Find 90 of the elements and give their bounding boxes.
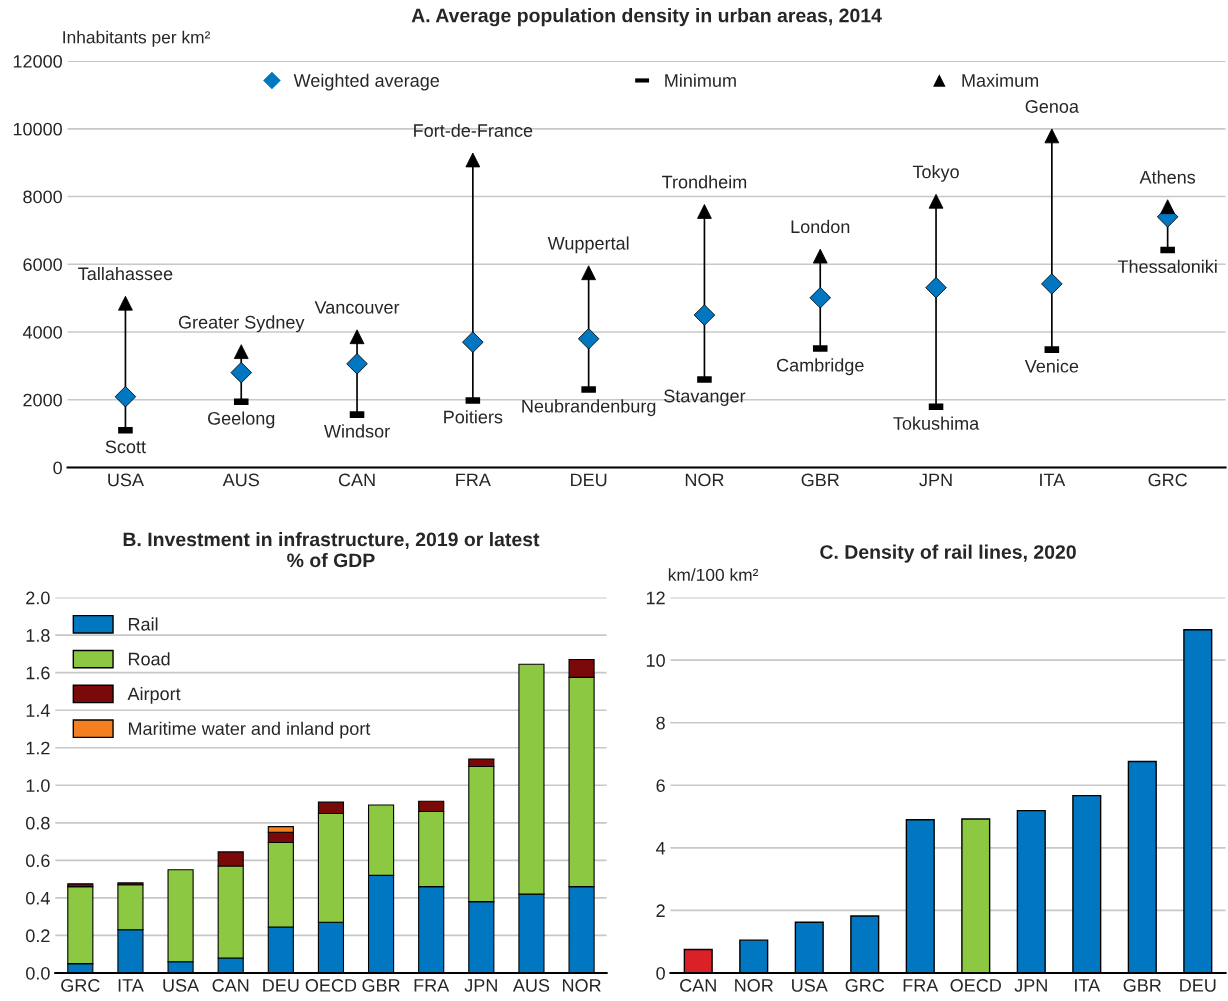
x-tick-label: NOR	[685, 473, 724, 487]
y-axis-title: km/100 km²	[668, 568, 759, 582]
y-tick-label: 1.8	[26, 629, 50, 642]
x-tick-label: ITA	[118, 979, 144, 992]
y-tick-label: 0.6	[26, 854, 50, 868]
x-tick-label: DEU	[1180, 979, 1216, 992]
annotation: Trondheim	[662, 175, 747, 189]
y-tick-label: 10	[646, 654, 665, 667]
x-tick-label: GRC	[1148, 473, 1188, 487]
annotation: Vancouver	[314, 301, 400, 314]
x-tick-label: GBR	[362, 979, 400, 992]
annotation: Scott	[105, 440, 146, 454]
chart-title: B. Investment in infrastructure, 2019 or latest	[123, 532, 540, 550]
legend-label: Maximum	[962, 73, 1039, 87]
y-tick-label: 1.4	[26, 704, 50, 717]
x-tick-label: GRC	[845, 979, 885, 992]
x-tick-label: OECD	[305, 979, 357, 992]
x-tick-label: DEU	[263, 979, 299, 992]
y-tick-label: 0.2	[26, 929, 50, 943]
annotation: Wuppertal	[547, 236, 629, 254]
x-tick-label: JPN	[464, 979, 497, 992]
y-axis-title: Inhabitants per km²	[63, 30, 211, 47]
annotation: Greater Sydney	[178, 315, 305, 333]
legend-label: Minimum	[665, 73, 736, 87]
x-tick-label: AUS	[512, 979, 550, 992]
annotation: Tokushima	[893, 416, 980, 430]
annotation: Genoa	[1025, 100, 1079, 113]
x-tick-label: GBR	[1123, 979, 1162, 992]
x-tick-label: AUS	[222, 473, 259, 487]
x-tick-label: GBR	[801, 473, 839, 487]
x-tick-label: CAN	[680, 979, 716, 992]
x-tick-label: USA	[163, 979, 200, 992]
y-tick-label: 8	[656, 716, 665, 730]
y-tick-label: 12000	[13, 55, 62, 68]
y-tick-label: 1.6	[26, 666, 50, 680]
annotation: Cambridge	[777, 358, 864, 376]
annotation: Poitiers	[444, 410, 503, 424]
chart-title: C. Density of rail lines, 2020	[820, 544, 1076, 563]
y-tick-label: 2.0	[26, 591, 50, 605]
x-tick-label: ITA	[1040, 473, 1066, 487]
x-tick-label: FRA	[414, 979, 450, 992]
annotation: London	[791, 219, 850, 234]
annotation: Athens	[1139, 170, 1196, 184]
annotation: Fort-de-France	[414, 123, 533, 137]
y-tick-label: 6000	[23, 258, 62, 271]
y-tick-label: 8000	[23, 190, 62, 204]
y-tick-label: 0.4	[26, 891, 50, 905]
annotation: Stavanger	[664, 389, 746, 406]
y-tick-label: 1.2	[26, 741, 50, 755]
x-tick-label: ITA	[1075, 979, 1101, 992]
chart-subtitle: % of GDP	[287, 552, 375, 568]
y-tick-label: 0	[656, 966, 665, 980]
annotation: Thessaloniki	[1117, 259, 1217, 274]
x-tick-label: USA	[108, 473, 144, 487]
legend-label: Airport	[127, 686, 181, 704]
x-tick-label: NOR	[735, 979, 773, 992]
x-tick-label: CAN	[212, 979, 249, 992]
y-tick-label: 6	[656, 779, 665, 792]
x-tick-label: FRA	[903, 979, 939, 992]
annotation: Venice	[1024, 359, 1079, 373]
annotation: Neubrandenburg	[522, 399, 656, 417]
point	[346, 353, 368, 375]
legend-label: Road	[128, 652, 170, 666]
annotation: Windsor	[324, 424, 390, 438]
y-tick-label: 0	[53, 461, 62, 475]
y-tick-label: 2000	[23, 393, 62, 407]
legend-label: Maritime water and inland port	[128, 721, 371, 739]
y-tick-label: 1.0	[26, 779, 50, 792]
annotation: Tallahassee	[78, 266, 173, 281]
y-tick-label: 10000	[13, 122, 62, 136]
x-tick-label: JPN	[919, 473, 952, 487]
y-tick-label: 4	[656, 841, 666, 855]
legend-label: Weighted average	[293, 73, 440, 91]
y-tick-label: 2	[656, 904, 665, 917]
x-tick-label: USA	[792, 979, 828, 992]
legend-label: Rail	[128, 617, 158, 631]
x-tick-label: NOR	[562, 979, 601, 992]
x-tick-label: GRC	[61, 979, 100, 992]
x-tick-label: CAN	[338, 473, 375, 487]
x-tick-label: OECD	[950, 979, 1001, 992]
y-tick-label: 0.8	[26, 816, 50, 830]
y-tick-label: 0.0	[26, 966, 50, 980]
y-tick-label: 12	[646, 591, 665, 605]
x-tick-label: JPN	[1014, 979, 1047, 992]
chart-title: A. Average population density in urban areas, 2014	[411, 8, 882, 27]
annotation: Geelong	[208, 411, 275, 429]
x-tick-label: FRA	[456, 473, 491, 487]
y-tick-label: 4000	[22, 325, 62, 339]
annotation: Tokyo	[912, 165, 959, 182]
x-tick-label: DEU	[571, 473, 607, 487]
